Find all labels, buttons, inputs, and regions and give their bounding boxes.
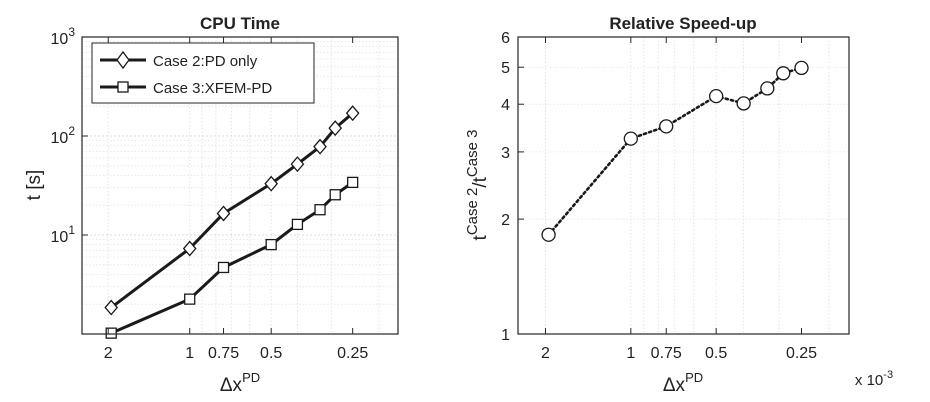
cpu-time-xtick-label: 1 [185, 345, 194, 362]
cpu-time-data-point-diamond [182, 240, 197, 257]
speedup-data-point-circle [776, 66, 791, 81]
speedup-xtick-label: 0.75 [651, 345, 682, 362]
speedup-xlabel: ΔxPD [663, 370, 703, 396]
cpu-time-axes-box [81, 36, 399, 335]
speedup-ytick-label: 4 [501, 97, 510, 114]
x-multiplier-base: x 10 [855, 372, 883, 389]
cpu-time-xlabel: ΔxPD [220, 370, 260, 396]
speedup-xtick-label: 2 [541, 345, 550, 362]
speedup-xtick-label: 0.5 [705, 345, 727, 362]
cpu-time-legend: Case 2:PD only Case 3:XFEM-PD [91, 42, 315, 104]
legend-label-case3: Case 3:XFEM-PD [153, 80, 272, 97]
ytick-base: 10 [51, 130, 69, 147]
speedup-data-point-circle [659, 119, 674, 134]
speedup-ytick-label: 3 [501, 145, 510, 162]
cpu-time-data-point-diamond [216, 205, 231, 222]
speedup-title: Relative Speed-up [609, 14, 756, 33]
ylabel-t: t [470, 234, 491, 240]
cpu-time-xlabel-sup: PD [242, 370, 260, 385]
cpu-time-data-point-square [265, 238, 277, 251]
cpu-time-xtick-label: 2 [104, 345, 113, 362]
speedup-chart: 2 1 0.75 0.5 0.25 1 2 3 4 5 6 Relative Speed-up Δx… [464, 14, 893, 396]
speedup-data-point-circle [736, 96, 751, 111]
cpu-time-data-point-square [105, 327, 117, 339]
speedup-ytick-label: 1 [501, 327, 510, 344]
diamond-marker-icon [116, 50, 130, 70]
cpu-time-data-point-square [184, 293, 196, 305]
cpu-time-xtick-label: 0.25 [337, 345, 368, 362]
speedup-xtick-label: 0.25 [786, 345, 817, 362]
speedup-data-point-circle [760, 81, 775, 96]
cpu-time-data-point-diamond [313, 138, 327, 155]
cpu-time-data-point-square [314, 204, 326, 216]
legend-label-case2: Case 2:PD only [153, 53, 258, 70]
speedup-plot-area [518, 37, 849, 334]
cpu-time-xtick-label: 0.5 [260, 345, 282, 362]
ylabel-sup-case2: Case 2 [464, 188, 481, 236]
ylabel-sep: /t [470, 176, 491, 187]
cpu-time-ytick-label: 102 [51, 124, 76, 147]
cpu-time-xtick-label: 0.75 [208, 345, 239, 362]
ytick-exp: 1 [68, 223, 75, 237]
cpu-time-data-point-diamond [264, 175, 279, 192]
speedup-ytick-label: 2 [501, 212, 510, 229]
speedup-ticks: 2 1 0.75 0.5 0.25 1 2 3 4 5 6 [501, 30, 817, 362]
speedup-ytick-label: 5 [501, 60, 510, 77]
ytick-exp: 3 [68, 25, 75, 39]
cpu-time-ytick-label: 101 [51, 223, 76, 246]
cpu-time-data-point-diamond [290, 156, 305, 173]
cpu-time-ylabel: t [s] [24, 170, 45, 201]
x-multiplier-exp: -3 [883, 369, 893, 381]
speedup-data-point-circle [541, 227, 556, 242]
cpu-time-data-point-square [347, 176, 359, 189]
speedup-xlabel-sup: PD [685, 370, 703, 385]
cpu-time-series [104, 105, 360, 339]
speedup-data-point-circle [794, 60, 809, 76]
cpu-time-data-point-square [217, 261, 230, 274]
cpu-time-data-point-diamond [104, 299, 119, 316]
cpu-time-data-point-square [329, 189, 341, 201]
speedup-xlabel-main: Δx [663, 375, 686, 396]
cpu-time-data-point-diamond [328, 120, 343, 137]
ylabel-sup-case3: Case 3 [464, 130, 481, 178]
square-marker-icon [117, 81, 129, 93]
ytick-exp: 2 [68, 124, 75, 138]
cpu-time-data-point-diamond [345, 105, 360, 122]
cpu-time-title: CPU Time [200, 14, 280, 33]
speedup-ylabel: tCase 2/tCase 3 [464, 130, 491, 241]
cpu-time-ytick-label: 103 [51, 25, 76, 48]
speedup-data-point-circle [623, 131, 638, 146]
speedup-axes-box [517, 36, 850, 335]
speedup-data-point-circle [709, 88, 724, 104]
cpu-time-xlabel-main: Δx [220, 375, 243, 396]
speedup-xtick-label: 1 [626, 345, 635, 362]
ytick-base: 10 [51, 229, 69, 246]
speedup-series [541, 60, 809, 242]
speedup-x-multiplier: x 10-3 [855, 369, 893, 389]
speedup-ytick-label: 6 [501, 30, 510, 47]
legend-box [91, 42, 315, 104]
cpu-time-data-point-square [291, 218, 304, 231]
ytick-base: 10 [51, 31, 69, 48]
